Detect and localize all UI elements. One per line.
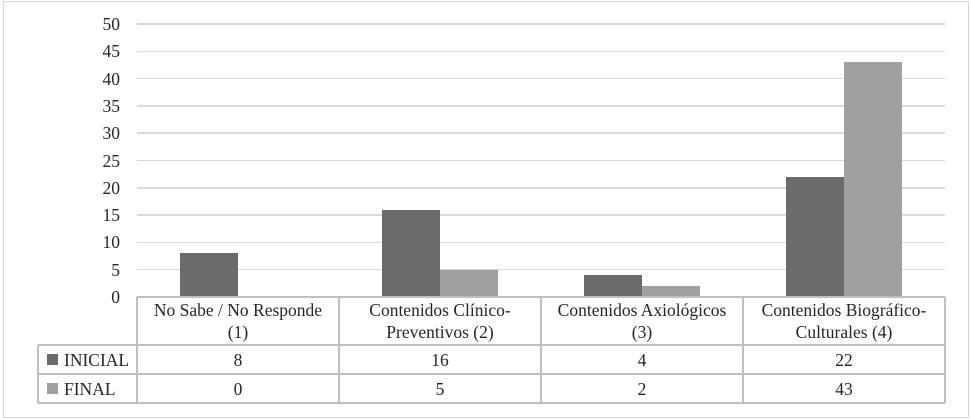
y-axis-tick-label: 30 xyxy=(102,123,121,144)
legend-swatch-inicial xyxy=(47,354,58,365)
category-header-cell: Contenidos Axiológicos (3) xyxy=(543,299,741,343)
legend-cell-final: FINAL xyxy=(40,374,135,403)
category-header-line: Culturales (4) xyxy=(795,322,893,342)
category-header-line: (3) xyxy=(631,322,653,342)
table-border xyxy=(38,344,945,346)
bar-final-category-4 xyxy=(844,62,902,297)
gridline xyxy=(137,105,945,107)
legend-series-label: FINAL xyxy=(64,378,116,399)
category-header-line: Contenidos Axiológicos xyxy=(557,300,727,320)
bar-inicial-category-4 xyxy=(786,176,844,297)
table-border xyxy=(540,297,542,403)
category-header-line: Preventivos (2) xyxy=(386,322,494,342)
table-border xyxy=(742,297,744,403)
gridline xyxy=(137,50,945,53)
value-cell-inicial-category-2: 16 xyxy=(431,349,449,370)
y-axis-tick-label: 5 xyxy=(111,259,120,280)
value-cell-final-category-2: 5 xyxy=(435,378,445,399)
category-header-line: Contenidos Biográfico- xyxy=(761,300,927,320)
gridline xyxy=(137,159,945,162)
bar-inicial-category-3 xyxy=(584,275,642,297)
value-cell-final-category-3: 2 xyxy=(637,378,647,399)
gridline xyxy=(137,187,945,189)
category-header-cell: Contenidos Biográfico- Culturales (4) xyxy=(745,299,943,343)
legend-series-label: INICIAL xyxy=(64,349,130,370)
y-axis-tick-label: 45 xyxy=(102,41,121,62)
y-axis-tick-label: 25 xyxy=(102,150,121,171)
gridline xyxy=(137,23,945,25)
y-axis-tick-label: 10 xyxy=(102,232,121,253)
y-axis-tick-label: 35 xyxy=(102,95,121,116)
gridline xyxy=(137,77,945,80)
gridline xyxy=(137,132,945,134)
value-cell-final-category-4: 43 xyxy=(835,378,853,399)
table-border xyxy=(38,373,945,375)
category-header-line: No Sabe / No Responde xyxy=(153,300,323,320)
bar-final-category-2 xyxy=(440,269,498,297)
table-border xyxy=(136,297,138,403)
gridline xyxy=(137,268,945,271)
value-cell-final-category-1: 0 xyxy=(233,378,243,399)
legend-swatch-final xyxy=(47,383,58,394)
y-axis-tick-label: 20 xyxy=(102,177,121,198)
legend-cell-inicial: INICIAL xyxy=(40,345,135,374)
y-axis-tick-label: 0 xyxy=(111,287,120,307)
table-border xyxy=(38,402,945,404)
value-cell-inicial-category-3: 4 xyxy=(637,349,647,370)
category-header-cell: No Sabe / No Responde (1) xyxy=(139,299,337,343)
gridline xyxy=(137,214,945,216)
y-axis-tick-label: 50 xyxy=(102,14,121,34)
category-header-line: (1) xyxy=(227,322,249,342)
value-cell-inicial-category-4: 22 xyxy=(835,349,853,370)
category-header-line: Contenidos Clínico- xyxy=(369,300,511,320)
table-border xyxy=(944,297,946,403)
y-axis-tick-label: 40 xyxy=(102,68,121,89)
category-header-cell: Contenidos Clínico- Preventivos (2) xyxy=(341,299,539,343)
bar-inicial-category-2 xyxy=(382,209,440,297)
gridline xyxy=(137,241,945,244)
y-axis-tick-label: 15 xyxy=(102,205,121,226)
value-cell-inicial-category-1: 8 xyxy=(233,349,243,370)
table-border xyxy=(338,297,340,403)
bar-final-category-3 xyxy=(642,286,700,297)
bar-inicial-category-1 xyxy=(180,253,238,297)
table-border xyxy=(37,345,39,403)
